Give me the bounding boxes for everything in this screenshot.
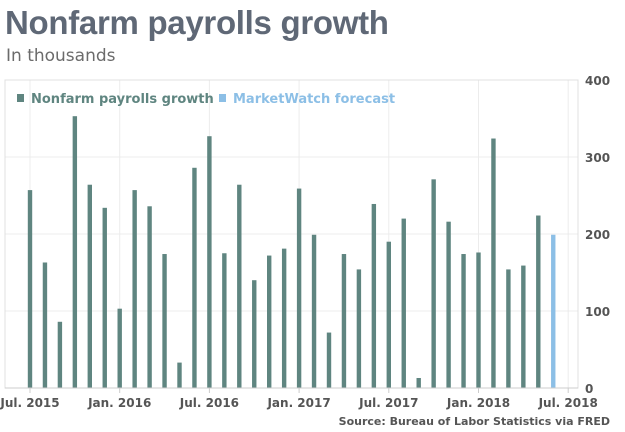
bar-payrolls [386,241,391,388]
bar-payrolls [192,167,197,388]
legend-label-forecast: MarketWatch forecast [233,92,395,107]
bar-payrolls [162,254,167,388]
bar-payrolls [431,179,436,388]
bar-payrolls [27,190,33,388]
bar-payrolls [326,332,332,388]
bar-payrolls [281,248,287,388]
x-tick-label: Jul. 2015 [0,396,60,410]
bar-payrolls [491,138,496,388]
y-axis: 0 100 200 300 400 [585,74,610,396]
x-tick-label: Jul. 2017 [358,396,418,410]
bar-payrolls [147,206,152,388]
legend-label-payrolls: Nonfarm payrolls growth [31,92,214,107]
y-tick-label: 400 [585,74,610,88]
y-tick-label: 100 [585,305,610,319]
bar-payrolls [72,116,78,388]
x-axis: Jul. 2015 Jan. 2016 Jul. 2016 Jan. 2017 Jul.… [0,388,598,410]
bar-payrolls [461,254,466,388]
chart-title: Nonfarm payrolls growth [5,4,389,41]
y-tick-label: 0 [585,382,593,396]
bar-payrolls [356,269,362,388]
legend-swatch-payrolls [17,94,24,102]
x-tick-label: Jan. 2018 [446,396,510,410]
x-tick-label: Jan. 2016 [87,396,151,410]
y-tick-label: 200 [585,228,610,242]
bar-payrolls [252,280,257,388]
bar-payrolls [311,234,317,388]
bar-payrolls [207,136,212,388]
bar-payrolls [177,362,182,388]
bar-payrolls [401,218,406,388]
source-note: Source: Bureau of Labor Statistics via F… [339,415,610,428]
bar-payrolls [117,308,122,388]
legend-swatch-forecast [219,94,226,102]
bar-payrolls [267,255,272,388]
legend: Nonfarm payrolls growth MarketWatch fore… [17,92,395,107]
bar-payrolls [446,221,451,388]
bar-payrolls [222,253,227,388]
x-tick-label: Jul. 2016 [179,396,239,410]
x-tick-label: Jan. 2017 [266,396,330,410]
bar-payrolls [476,252,481,388]
bar-payrolls [536,215,541,388]
bar-payrolls [506,269,511,388]
bar-payrolls [371,203,377,388]
bar-payrolls [237,184,242,388]
bar-payrolls [521,265,526,388]
y-tick-label: 300 [585,151,610,165]
bar-payrolls [341,254,347,388]
bar-payrolls [87,184,92,388]
bar-payrolls [132,190,137,388]
bar-payrolls [57,321,63,388]
bars [27,116,556,388]
bar-forecast [551,234,556,388]
bar-payrolls [102,207,107,388]
chart-subtitle: In thousands [6,46,116,66]
bar-payrolls [296,188,302,388]
bar-payrolls [416,377,421,388]
x-tick-label: Jul. 2018 [538,396,598,410]
bar-payrolls [42,262,48,388]
